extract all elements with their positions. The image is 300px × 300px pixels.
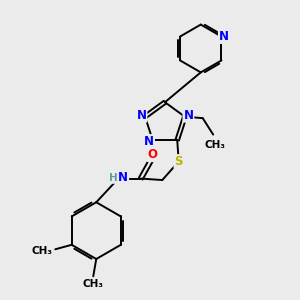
Text: N: N [118,172,128,184]
Text: S: S [175,155,183,168]
Text: N: N [219,30,229,43]
Text: O: O [148,148,158,161]
Text: N: N [136,109,146,122]
Text: CH₃: CH₃ [32,246,53,256]
Text: CH₃: CH₃ [83,279,104,289]
Text: N: N [144,135,154,148]
Text: N: N [183,109,194,122]
Text: CH₃: CH₃ [204,140,225,150]
Text: H: H [109,173,117,183]
